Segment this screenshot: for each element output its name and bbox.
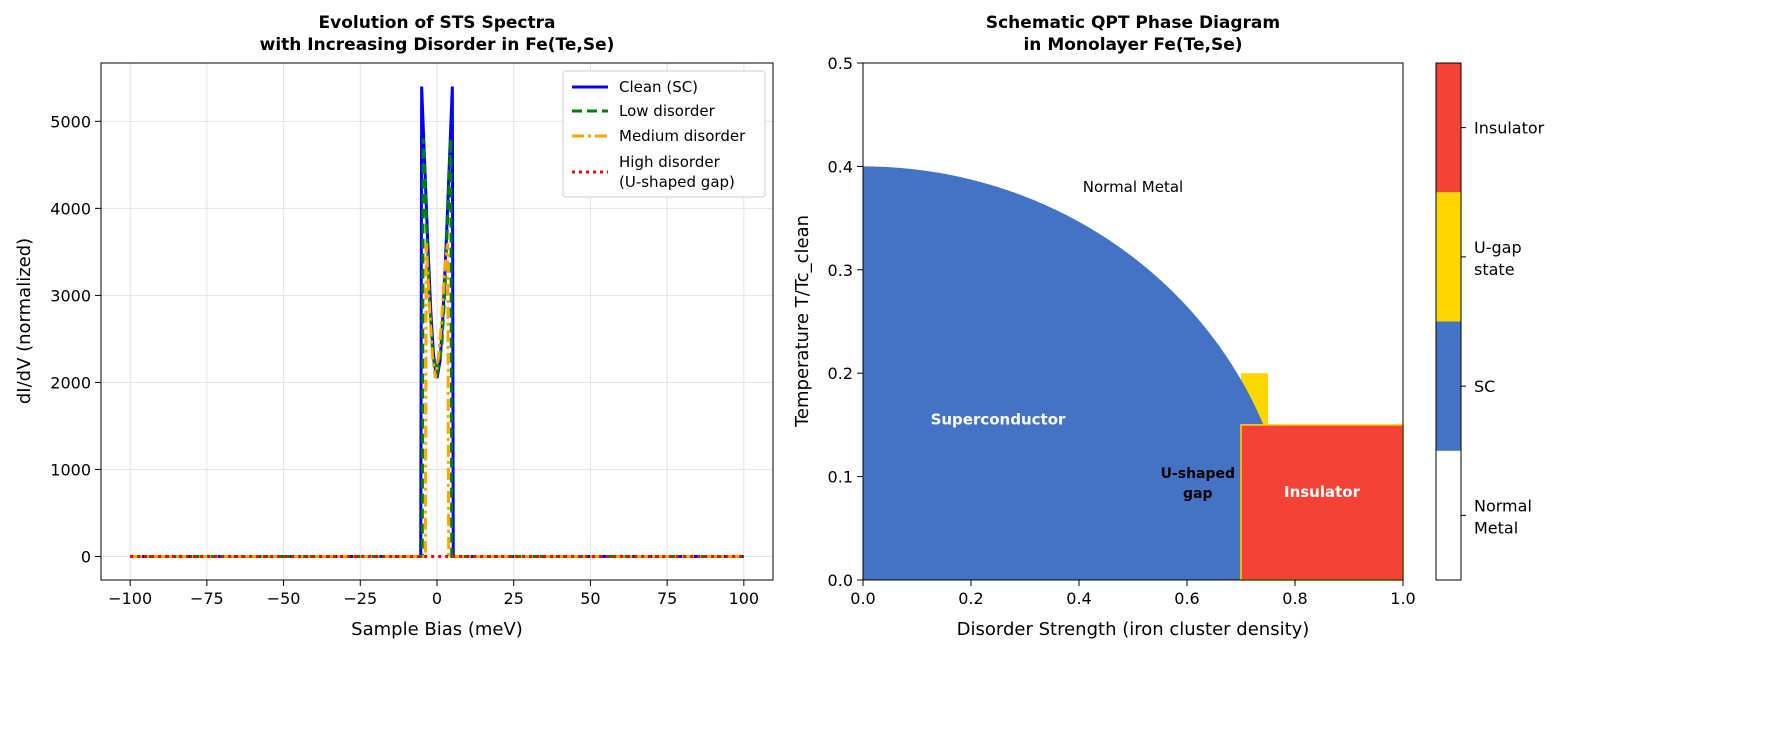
x-axis-label: Disorder Strength (iron cluster density) <box>957 619 1310 640</box>
x-tick-label: −50 <box>267 589 301 608</box>
x-tick-label: −25 <box>343 589 377 608</box>
plot-frame-right <box>862 62 1404 581</box>
series-line-0 <box>130 86 744 558</box>
x-tick-label: 75 <box>657 589 677 608</box>
y-tick-label: 0.1 <box>828 468 853 487</box>
x-tick-label: −100 <box>108 589 152 608</box>
insulator-region <box>1240 424 1404 581</box>
series-line-1 <box>130 138 744 558</box>
colorbar-segment <box>1436 321 1461 451</box>
annotation-0: Normal Metal <box>1083 178 1183 196</box>
legend-label: Low disorder <box>619 102 716 120</box>
x-tick-label: 25 <box>504 589 524 608</box>
superconductor-region <box>863 166 1295 580</box>
legend-label: Clean (SC) <box>619 78 698 96</box>
y-axis-label: Temperature T/Tc_clean <box>792 215 813 428</box>
y-tick-label: 2000 <box>50 373 91 392</box>
y-tick-label: 0.5 <box>828 54 853 73</box>
y-axis-label: dI/dV (normalized) <box>14 238 35 404</box>
x-tick-label: 0.0 <box>850 589 875 608</box>
y-tick-label: 0.2 <box>828 364 853 383</box>
legend-label: High disorder (U-shaped gap) <box>619 153 735 191</box>
y-tick-label: 0.4 <box>828 157 853 176</box>
colorbar-label: Normal Metal <box>1474 496 1532 537</box>
colorbar-label: Insulator <box>1474 119 1545 138</box>
y-tick-label: 3000 <box>50 286 91 305</box>
y-tick-label: 0.0 <box>828 571 853 590</box>
series-line-2 <box>130 242 744 558</box>
colorbar-label: U-gap state <box>1474 238 1522 279</box>
legend-label: Medium disorder <box>619 127 746 145</box>
x-tick-label: 0.4 <box>1066 589 1091 608</box>
colorbar-segment <box>1436 192 1461 322</box>
legend: Clean (SC) Low disorder Medium disorder Hig… <box>562 70 766 198</box>
colorbar-frame <box>1435 62 1462 581</box>
x-tick-label: 0.8 <box>1282 589 1307 608</box>
y-tick-label: 0.3 <box>828 261 853 280</box>
colorbar-label: SC <box>1474 377 1495 396</box>
annotation-1: Superconductor <box>931 411 1066 429</box>
chart-title-left: Evolution of STS Spectra with Increasing … <box>260 13 615 55</box>
legend-box <box>562 70 766 198</box>
y-tick-label: 4000 <box>50 199 91 218</box>
x-tick-label: 1.0 <box>1390 589 1415 608</box>
annotation-3: Insulator <box>1284 483 1361 501</box>
colorbar-segment <box>1436 450 1461 580</box>
colorbar-segment <box>1436 63 1461 193</box>
y-tick-label: 0 <box>81 548 91 567</box>
x-tick-label: −75 <box>190 589 224 608</box>
chart-title-right: Schematic QPT Phase Diagram in Monolayer … <box>986 13 1280 55</box>
x-tick-label: 0.6 <box>1174 589 1199 608</box>
x-tick-label: 100 <box>729 589 760 608</box>
x-tick-label: 0.2 <box>958 589 983 608</box>
x-axis-label: Sample Bias (meV) <box>351 619 523 640</box>
x-tick-label: 0 <box>432 589 442 608</box>
y-tick-label: 1000 <box>50 460 91 479</box>
x-tick-label: 50 <box>580 589 600 608</box>
annotation-2: U-shaped gap <box>1161 466 1235 502</box>
plot-frame-left <box>100 62 774 581</box>
y-tick-label: 5000 <box>50 112 91 131</box>
